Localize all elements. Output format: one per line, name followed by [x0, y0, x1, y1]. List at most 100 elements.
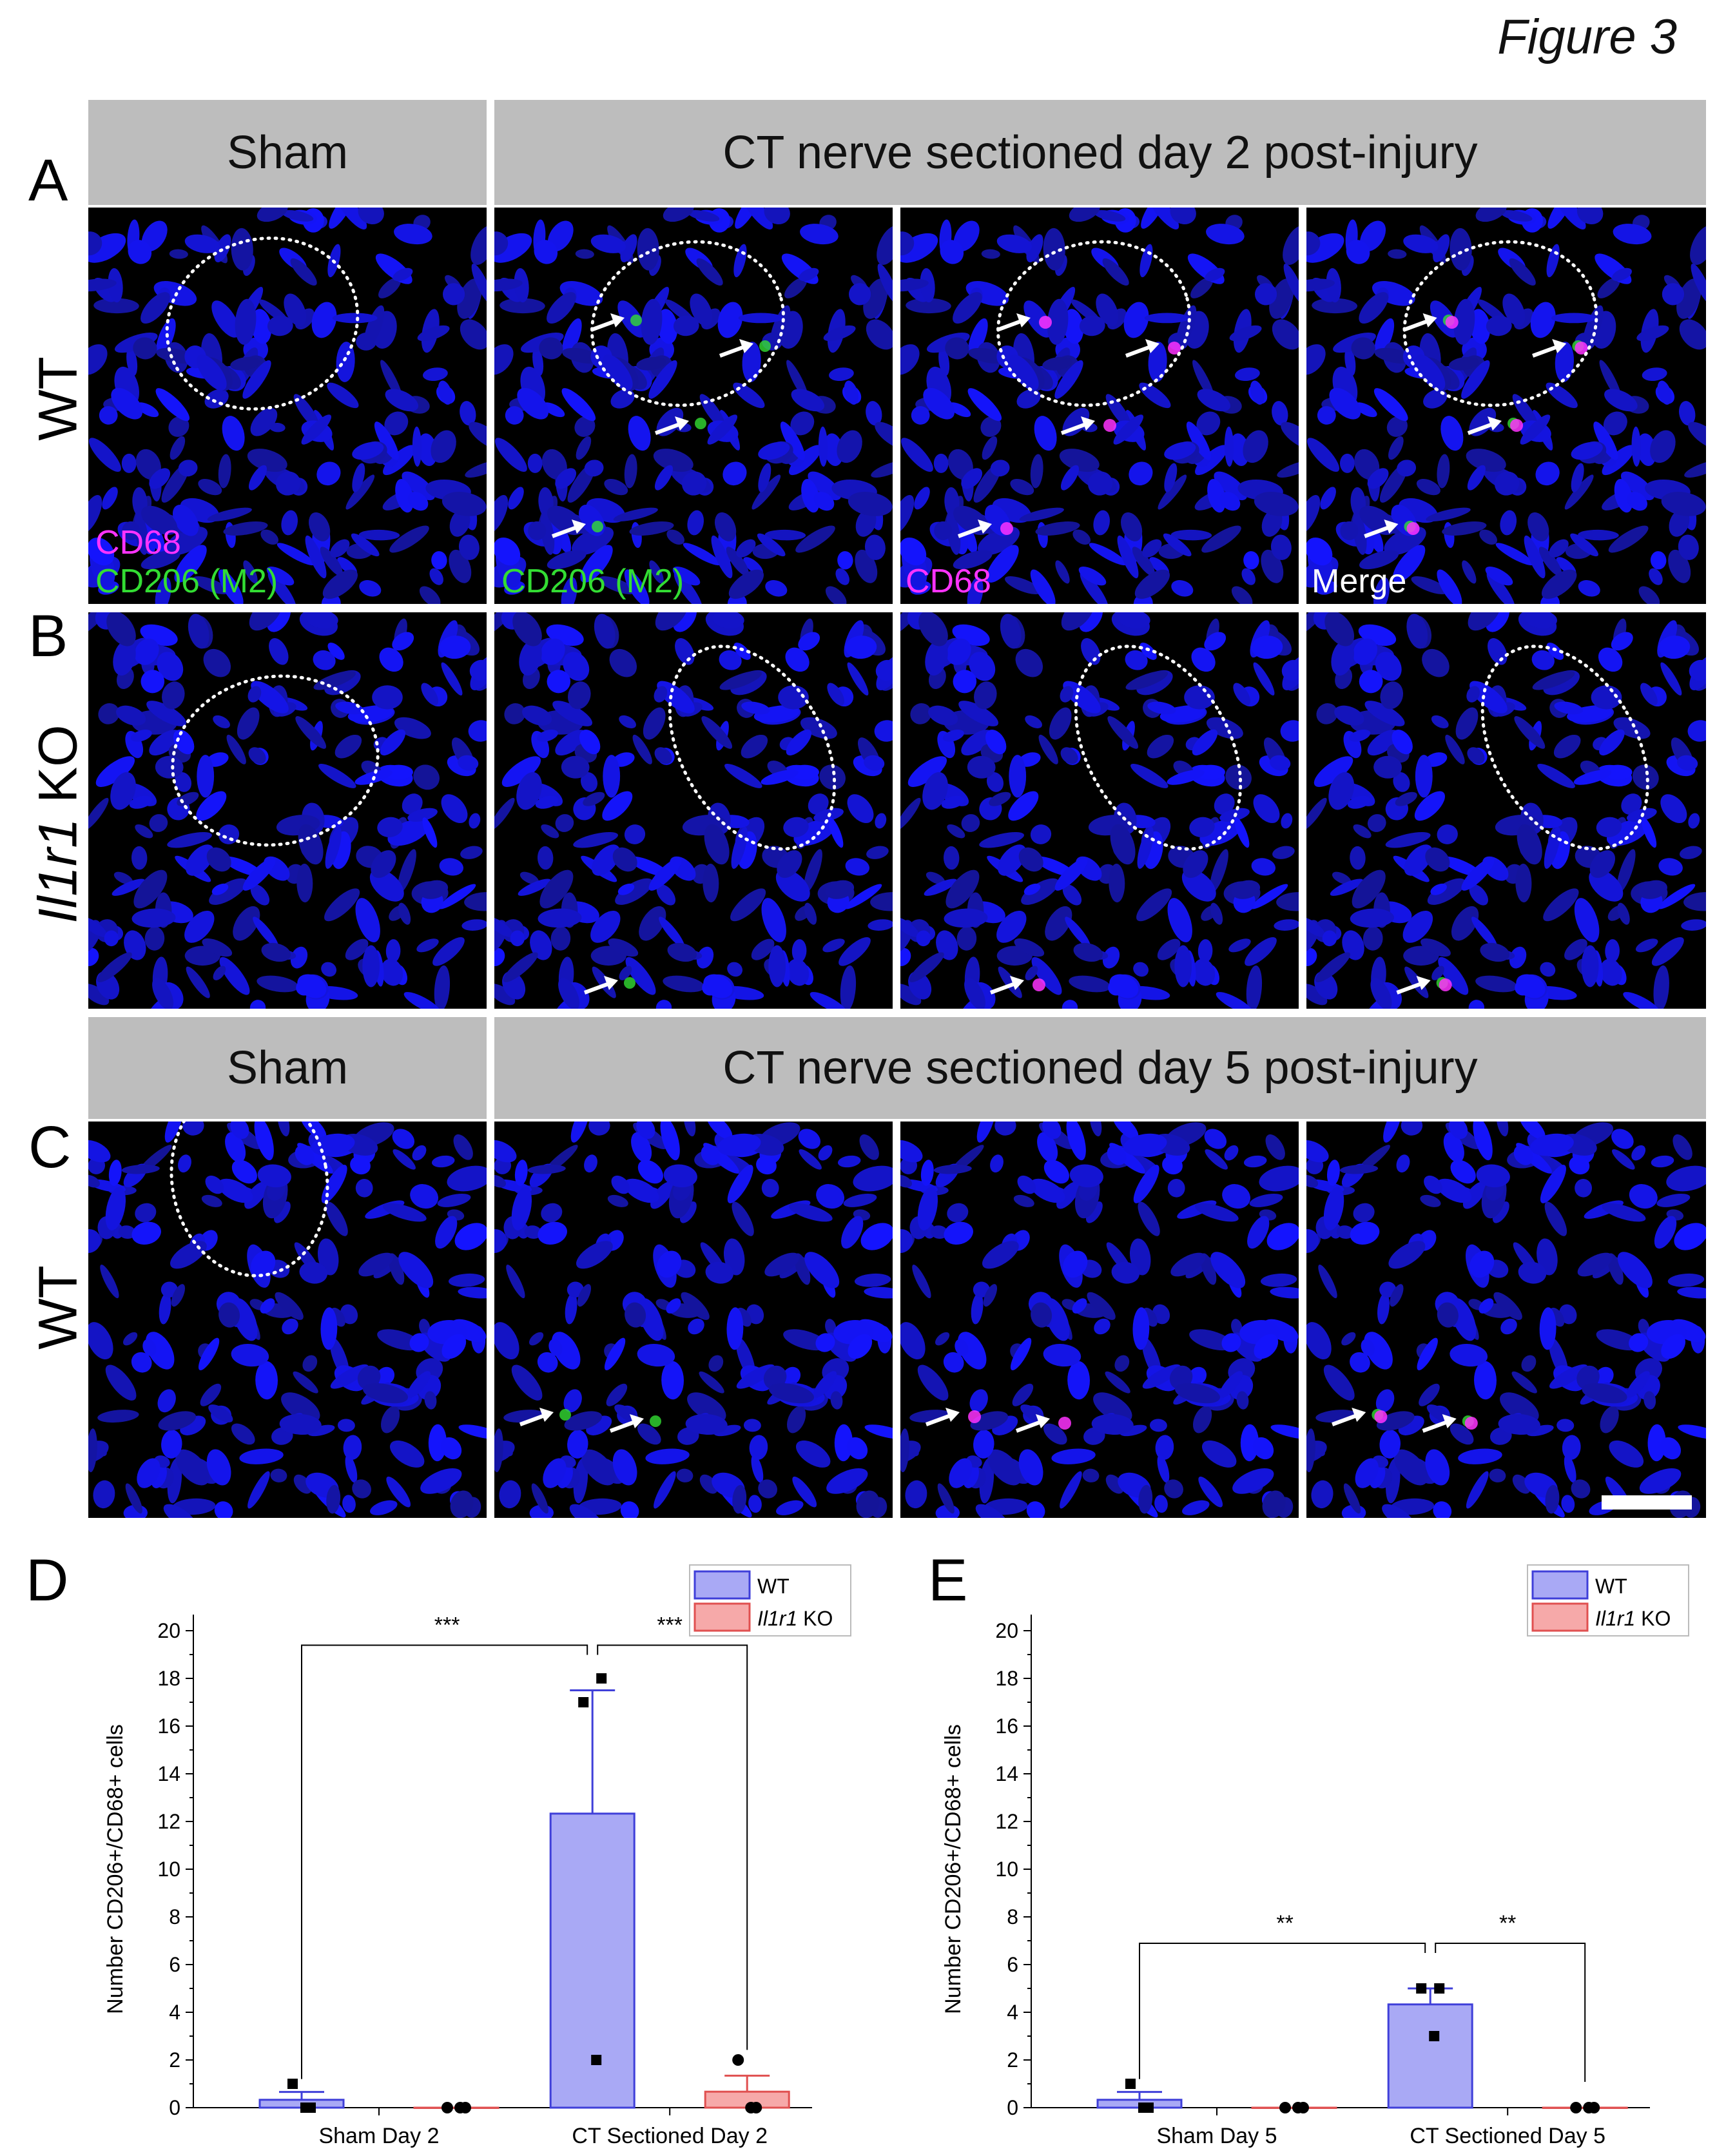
significance-label: ***	[434, 1613, 460, 1638]
header-day2: CT nerve sectioned day 2 post-injury	[494, 100, 1706, 205]
arrow-icon	[719, 339, 753, 358]
micrograph-c4	[1306, 1122, 1706, 1518]
micrograph-b4	[1306, 612, 1706, 1009]
data-point	[1429, 2031, 1440, 2041]
data-point	[1570, 2102, 1582, 2113]
legend-swatch-ko	[1531, 1602, 1589, 1632]
data-point	[1416, 1983, 1427, 1994]
scale-bar	[1602, 1495, 1692, 1510]
header-sham-2: Sham	[88, 1017, 487, 1119]
arrow-icon	[1467, 416, 1502, 435]
y-tick-label: 0	[1007, 2096, 1018, 2119]
label-a1-cd68: CD68	[95, 524, 181, 561]
legend-swatch-ko	[693, 1602, 751, 1632]
legend-label-ko: Il1r1 KO	[1595, 1607, 1671, 1630]
arrow-icon	[1402, 313, 1437, 332]
arrow-icon	[1125, 339, 1159, 358]
data-point	[732, 2054, 744, 2066]
header-sham-1: Sham	[88, 100, 487, 205]
y-tick-label: 4	[169, 2001, 180, 2024]
micrograph-b1	[88, 612, 487, 1009]
y-tick-label: 0	[169, 2096, 180, 2119]
y-tick-label: 8	[169, 1905, 180, 1928]
y-tick-label: 8	[1007, 1905, 1018, 1928]
arrow-icon	[996, 313, 1031, 332]
micrograph-c2	[494, 1122, 893, 1518]
micrograph-a2	[494, 208, 893, 604]
y-tick-label: 12	[995, 1810, 1018, 1833]
significance-label: **	[1276, 1911, 1293, 1936]
label-a1-cd206: CD206 (M2)	[95, 563, 278, 600]
y-tick-label: 18	[995, 1667, 1018, 1690]
y-axis-title: Number CD206+/CD68+ cells	[103, 1724, 128, 2014]
arrow-icon	[1532, 339, 1567, 358]
data-point	[1138, 2103, 1149, 2113]
arrow-icon	[1015, 1414, 1050, 1433]
y-tick-label: 2	[1007, 2048, 1018, 2072]
arrow-icon	[1332, 1408, 1366, 1426]
arrow-icon	[1060, 416, 1095, 435]
data-point	[1279, 2102, 1291, 2113]
panel-letter-b: B	[28, 603, 68, 669]
figure-title: Figure 3	[1497, 10, 1677, 64]
micrograph-a3	[900, 208, 1299, 604]
x-tick-label: CT Sectioned Day 2	[572, 2124, 768, 2148]
panel-letter-c: C	[28, 1114, 72, 1180]
row-label-c: WT	[27, 1265, 88, 1350]
significance-label: ***	[657, 1613, 683, 1638]
micrograph-c3	[900, 1122, 1299, 1518]
arrow-icon	[989, 976, 1024, 995]
data-point	[300, 2103, 311, 2113]
header-day5: CT nerve sectioned day 5 post-injury	[494, 1017, 1706, 1119]
x-tick-label: CT Sectioned Day 5	[1410, 2124, 1605, 2148]
data-point	[441, 2102, 453, 2113]
data-point	[596, 1673, 607, 1684]
y-tick-label: 18	[157, 1667, 180, 1690]
significance-bracket	[1435, 1943, 1586, 2082]
y-tick-label: 4	[1007, 2001, 1018, 2024]
y-tick-label: 14	[995, 1762, 1018, 1785]
row-label-a: WT	[27, 356, 88, 441]
data-point	[1583, 2102, 1595, 2113]
micrograph-a4	[1306, 208, 1706, 604]
x-tick-label: Sham Day 2	[318, 2124, 439, 2148]
panel-letter-e: E	[928, 1548, 968, 1613]
y-tick-label: 14	[157, 1762, 180, 1785]
arrow-icon	[590, 313, 625, 332]
legend-swatch-wt	[693, 1570, 751, 1600]
data-point	[1292, 2102, 1304, 2113]
arrow-icon	[654, 416, 689, 435]
y-tick-label: 6	[169, 1953, 180, 1976]
arrow-icon	[1364, 520, 1399, 538]
panel-letter-a: A	[28, 148, 68, 213]
arrow-icon	[925, 1408, 960, 1426]
header-day5-label: CT nerve sectioned day 5 post-injury	[722, 1042, 1478, 1094]
chart-e-svg: 0 2 4 6 8 10 12 14 16 18 20 Number CD206+/CD68+ cel…	[941, 1564, 1689, 2148]
data-point	[745, 2102, 757, 2113]
panel-letter-d: D	[26, 1548, 69, 1613]
data-point	[454, 2102, 466, 2113]
data-point	[578, 1697, 589, 1707]
data-point	[1434, 1983, 1445, 1994]
arrow-icon	[551, 520, 586, 538]
data-point	[591, 2055, 602, 2065]
chart-e: 0 2 4 6 8 10 12 14 16 18 20 Number CD206+/CD68+ cel…	[902, 1553, 1708, 2156]
micrograph-a1	[88, 208, 487, 604]
label-a2-cd206: CD206 (M2)	[501, 563, 684, 600]
row-label-b-rest: KO	[27, 724, 88, 819]
row-label-b-gene: Il1r1	[27, 818, 88, 924]
y-tick-label: 16	[157, 1714, 180, 1738]
legend-label-ko: Il1r1 KO	[757, 1607, 833, 1630]
arrow-icon	[1396, 976, 1431, 995]
micrograph-b2	[494, 612, 893, 1009]
y-tick-label: 6	[1007, 1953, 1018, 1976]
y-tick-label: 10	[157, 1858, 180, 1881]
label-a4-merge: Merge	[1312, 563, 1407, 600]
chart-d-svg: 0 2 4 6 8 10 12 14 16 18 20 Number CD206+/CD68+ cel…	[103, 1564, 851, 2148]
micrograph-c1	[88, 1122, 487, 1518]
y-tick-label: 20	[995, 1619, 1018, 1642]
arrow-icon	[1422, 1414, 1457, 1433]
bar	[1387, 2003, 1473, 2109]
y-tick-label: 2	[169, 2048, 180, 2072]
arrow-icon	[583, 976, 618, 995]
